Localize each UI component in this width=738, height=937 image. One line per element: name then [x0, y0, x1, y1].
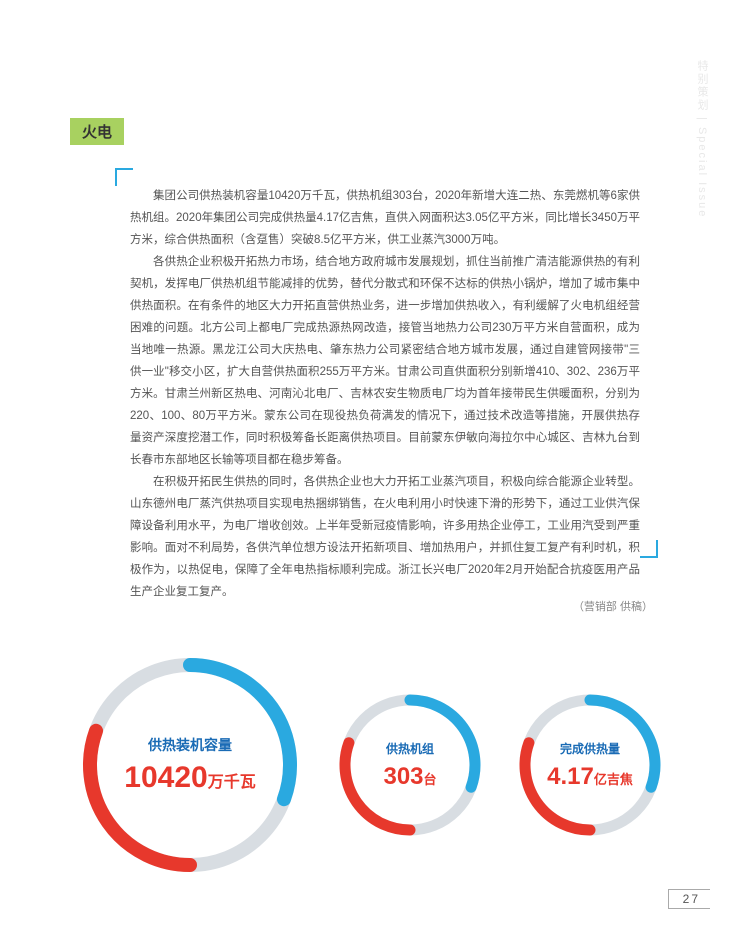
- stat-capacity: 供热装机容量 10420万千瓦: [70, 645, 310, 885]
- stat-heat-supply: 完成供热量 4.17亿吉焦: [510, 685, 670, 845]
- page-number: 27: [668, 889, 710, 909]
- side-column-label: 特别策划 | Special Issue: [694, 60, 710, 218]
- corner-top-left: [115, 168, 133, 186]
- stat-title: 完成供热量: [547, 740, 633, 757]
- stats-row: 供热装机容量 10420万千瓦 供热机组 303台 完成供热量: [70, 660, 670, 870]
- stat-value: 303台: [383, 763, 436, 791]
- stat-value: 4.17亿吉焦: [547, 763, 633, 791]
- paragraph: 各供热企业积极开拓热力市场，结合地方政府城市发展规划，抓住当前推广清洁能源供热的…: [130, 251, 640, 471]
- paragraph: 集团公司供热装机容量10420万千瓦，供热机组303台，2020年新增大连二热、…: [130, 185, 640, 251]
- stat-title: 供热机组: [383, 740, 436, 757]
- stat-title: 供热装机容量: [124, 735, 255, 755]
- body-text: 集团公司供热装机容量10420万千瓦，供热机组303台，2020年新增大连二热、…: [130, 185, 640, 603]
- article-credit: （营销部 供稿）: [573, 598, 653, 614]
- corner-bottom-right: [640, 540, 658, 558]
- paragraph: 在积极开拓民生供热的同时，各供热企业也大力开拓工业蒸汽项目，积极向综合能源企业转…: [130, 471, 640, 603]
- section-tag: 火电: [70, 118, 124, 145]
- stat-units: 供热机组 303台: [330, 685, 490, 845]
- stat-value: 10420万千瓦: [124, 761, 255, 795]
